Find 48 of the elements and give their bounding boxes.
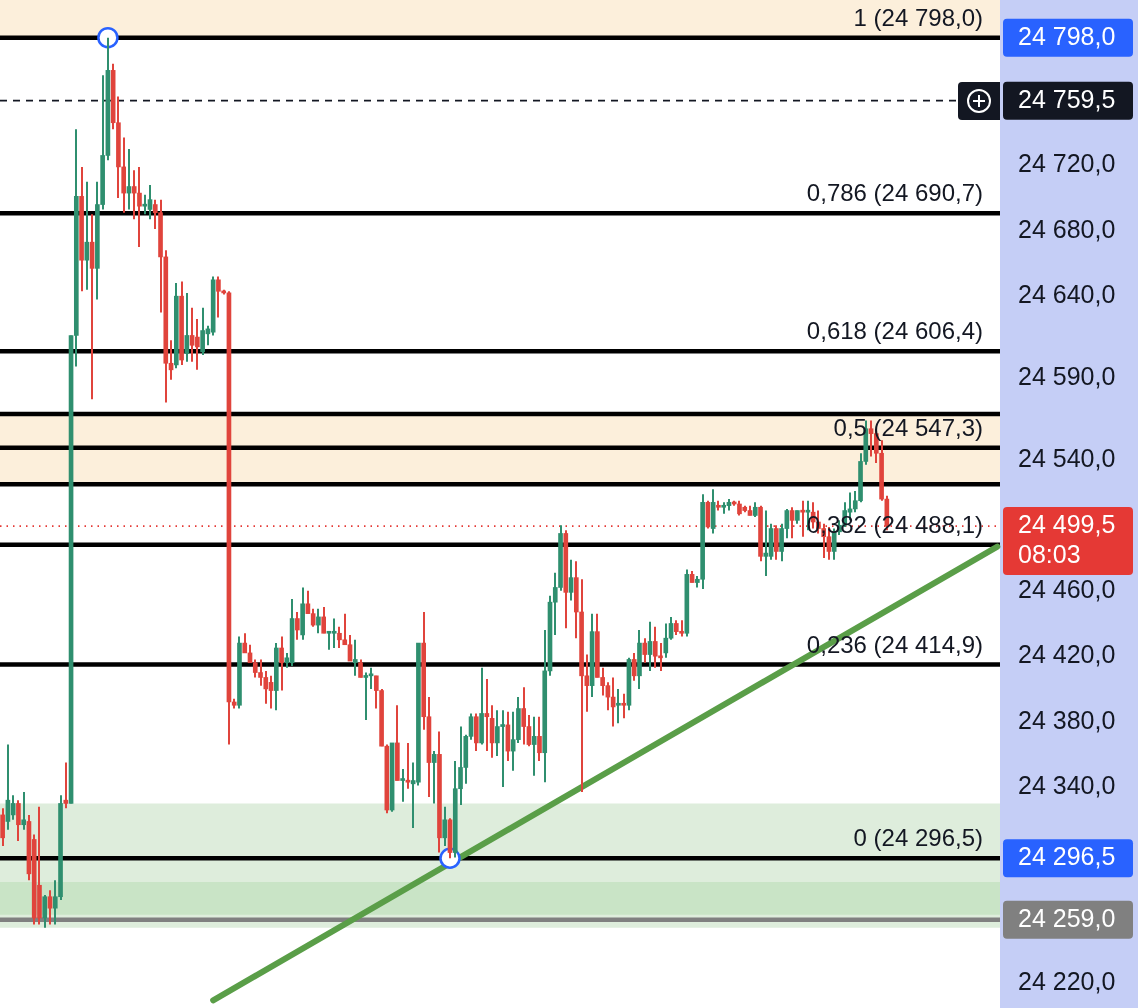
ref-line-label: 0,786 (24 690,7) <box>806 179 983 207</box>
candlestick <box>321 606 327 635</box>
candlestick <box>142 193 148 216</box>
text: 08:03 <box>1018 539 1081 568</box>
y-tick-label: 24 680,0 <box>1018 214 1116 243</box>
y-tick-label: 24 296,5 <box>1018 842 1116 871</box>
candlestick <box>521 686 527 746</box>
candlestick <box>21 791 27 831</box>
y-tick-label: 24 798,0 <box>1018 21 1116 50</box>
candlestick <box>279 635 284 692</box>
candlestick <box>352 638 358 677</box>
candlestick <box>295 611 300 641</box>
y-tick-label: 24 220,0 <box>1018 967 1116 996</box>
candlestick <box>442 805 448 847</box>
ref-line-label: 0,618 (24 606,4) <box>806 317 983 345</box>
candlestick <box>400 768 405 803</box>
candlestick <box>405 741 411 790</box>
y-tick-label: 24 499,5 <box>1018 509 1116 538</box>
candlestick <box>0 807 5 847</box>
y-tick-label: 24 540,0 <box>1018 443 1116 472</box>
y-tick-label: 24 340,0 <box>1018 770 1116 799</box>
candlestick <box>316 607 321 635</box>
candlestick <box>621 692 627 720</box>
candlestick <box>663 622 669 659</box>
ref-line-label: 1 (24 798,0) <box>853 3 983 31</box>
candlestick <box>16 799 21 843</box>
y-tick-label: 24 759,5 <box>1018 84 1116 113</box>
candlestick <box>42 894 48 929</box>
candlestick <box>63 761 69 810</box>
y-tick-label: 24 420,0 <box>1018 640 1116 669</box>
y-tick-label: 24 640,0 <box>1018 280 1116 309</box>
candlestick <box>531 715 537 777</box>
candlestick <box>331 617 337 649</box>
y-tick-label: 24 590,0 <box>1018 361 1116 390</box>
y-tick-label: 24 380,0 <box>1018 705 1116 734</box>
candlestick <box>763 509 769 577</box>
ref-line-label: 0 (24 296,5) <box>853 824 983 852</box>
y-tick-label: 24 259,0 <box>1018 903 1116 932</box>
candlestick <box>363 671 369 721</box>
candlestick <box>642 637 648 664</box>
candlestick <box>47 889 53 926</box>
candlestick <box>431 750 437 805</box>
candlestick <box>616 687 621 725</box>
candlestick <box>631 651 637 682</box>
y-tick-label: 24 720,0 <box>1018 149 1116 178</box>
y-tick-label: 24 460,0 <box>1018 574 1116 603</box>
candlestick <box>242 632 248 654</box>
candlestick <box>537 715 542 762</box>
